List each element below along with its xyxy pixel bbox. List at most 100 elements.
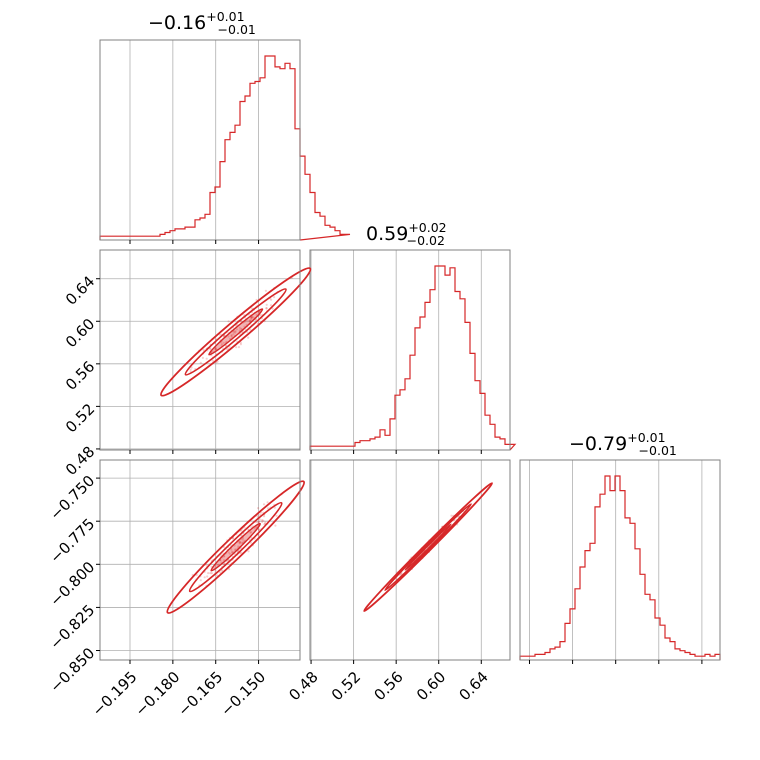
- panel-frame: [99, 249, 301, 451]
- scatter-point: [203, 576, 206, 579]
- contour-level-3: [210, 522, 261, 572]
- scatter-point: [261, 519, 264, 522]
- scatter-point: [254, 319, 257, 322]
- panel-frame: [309, 249, 511, 451]
- scatter-point: [235, 346, 238, 349]
- panel-frame: [99, 459, 301, 661]
- title-param-3-plus: +0.01: [627, 430, 665, 445]
- scatter-point: [251, 315, 254, 318]
- contour-level-1: [166, 480, 306, 614]
- scatter-point: [261, 520, 264, 524]
- scatter-point: [228, 568, 231, 571]
- contour-level-3: [404, 523, 452, 571]
- scatter-point: [257, 520, 260, 524]
- histogram-line: [99, 55, 351, 241]
- scatter-point: [230, 334, 233, 337]
- scatter-point: [206, 575, 209, 578]
- scatter-point: [190, 366, 193, 369]
- scatter-point: [250, 316, 253, 319]
- scatter-point: [262, 519, 265, 522]
- scatter-point: [218, 571, 222, 574]
- scatter-point: [232, 331, 235, 334]
- scatter-point: [225, 348, 228, 351]
- panel-2-2: [519, 459, 721, 664]
- scatter-point: [222, 341, 225, 344]
- scatter-point: [214, 347, 217, 350]
- scatter-point: [239, 541, 242, 544]
- scatter-point: [262, 503, 266, 506]
- scatter-point: [230, 335, 233, 338]
- title-param-2-plus: +0.02: [408, 220, 446, 235]
- scatter-point: [230, 548, 233, 551]
- contour-level-1: [160, 267, 312, 397]
- title-param-2: 0.59+0.02 −0.02: [366, 220, 447, 248]
- xtick-label-1: 0.52: [328, 668, 364, 704]
- scatter-point: [248, 319, 251, 322]
- scatter-point: [233, 330, 236, 333]
- scatter-point: [249, 328, 252, 331]
- scatter-point: [265, 303, 268, 306]
- scatter-point: [223, 555, 226, 558]
- scatter-point: [240, 551, 243, 554]
- scatter-point: [220, 343, 223, 346]
- title-param-1-minus: −0.01: [218, 22, 256, 37]
- scatter-point: [230, 333, 233, 336]
- scatter-point: [234, 548, 237, 551]
- scatter-point: [210, 572, 213, 575]
- xtick-label-3: −0.150: [217, 668, 269, 720]
- contour-level-1: [363, 482, 493, 612]
- xtick-label-4: 0.64: [456, 668, 492, 704]
- scatter-point: [238, 329, 241, 332]
- panel-2-0: −0.195−0.180−0.165−0.150 −0.850−0.825−0.8…: [46, 459, 306, 720]
- title-param-2-minus: −0.02: [407, 233, 445, 248]
- scatter-point: [248, 319, 251, 322]
- scatter-point: [238, 326, 241, 329]
- ytick-label-4: 0.64: [62, 272, 98, 308]
- scatter-point: [274, 524, 277, 527]
- scatter-point: [258, 518, 261, 521]
- scatter-point: [266, 501, 269, 504]
- panel-frame: [519, 459, 721, 661]
- scatter-point: [199, 579, 202, 582]
- scatter-point: [257, 528, 260, 531]
- scatter-point: [228, 552, 232, 556]
- scatter-point: [240, 327, 243, 330]
- scatter-point: [265, 307, 268, 310]
- xtick-label-3: 0.60: [413, 668, 449, 704]
- scatter-point: [275, 514, 278, 517]
- panel-frame: [99, 39, 301, 241]
- scatter-point: [250, 317, 253, 320]
- scatter-point: [235, 328, 239, 331]
- scatter-point: [247, 550, 250, 553]
- scatter-point: [201, 356, 204, 359]
- scatter-point: [214, 348, 217, 351]
- scatter-point: [257, 528, 261, 532]
- scatter-point: [247, 336, 250, 339]
- panel-0-0: [99, 39, 351, 244]
- scatter-point: [234, 330, 237, 333]
- ytick-label-2: −0.800: [46, 558, 98, 610]
- scatter-point: [238, 542, 241, 545]
- scatter-point: [207, 572, 210, 575]
- contour-level-2: [188, 501, 283, 593]
- panel-1-1: [309, 249, 517, 454]
- scatter-point: [400, 572, 403, 575]
- scatter-point: [227, 335, 230, 338]
- scatter-point: [251, 316, 255, 319]
- xtick-label-0: −0.195: [89, 668, 141, 720]
- scatter-point: [249, 531, 252, 534]
- xtick-label-2: −0.165: [174, 668, 226, 720]
- panel-2-1: 0.48 0.52 0.56 0.60 0.64: [285, 459, 511, 704]
- scatter-point: [239, 540, 242, 544]
- scatter-point: [270, 298, 273, 301]
- scatter-point: [256, 515, 259, 518]
- ytick-label-4: −0.750: [46, 472, 98, 524]
- scatter-point: [241, 538, 244, 541]
- scatter-point: [189, 368, 192, 371]
- scatter-point: [202, 348, 205, 351]
- scatter-point: [250, 531, 253, 534]
- scatter-point: [227, 551, 230, 554]
- title-param-3-minus: −0.01: [639, 443, 677, 458]
- xtick-label-1: −0.180: [131, 668, 183, 720]
- scatter-point: [250, 307, 253, 310]
